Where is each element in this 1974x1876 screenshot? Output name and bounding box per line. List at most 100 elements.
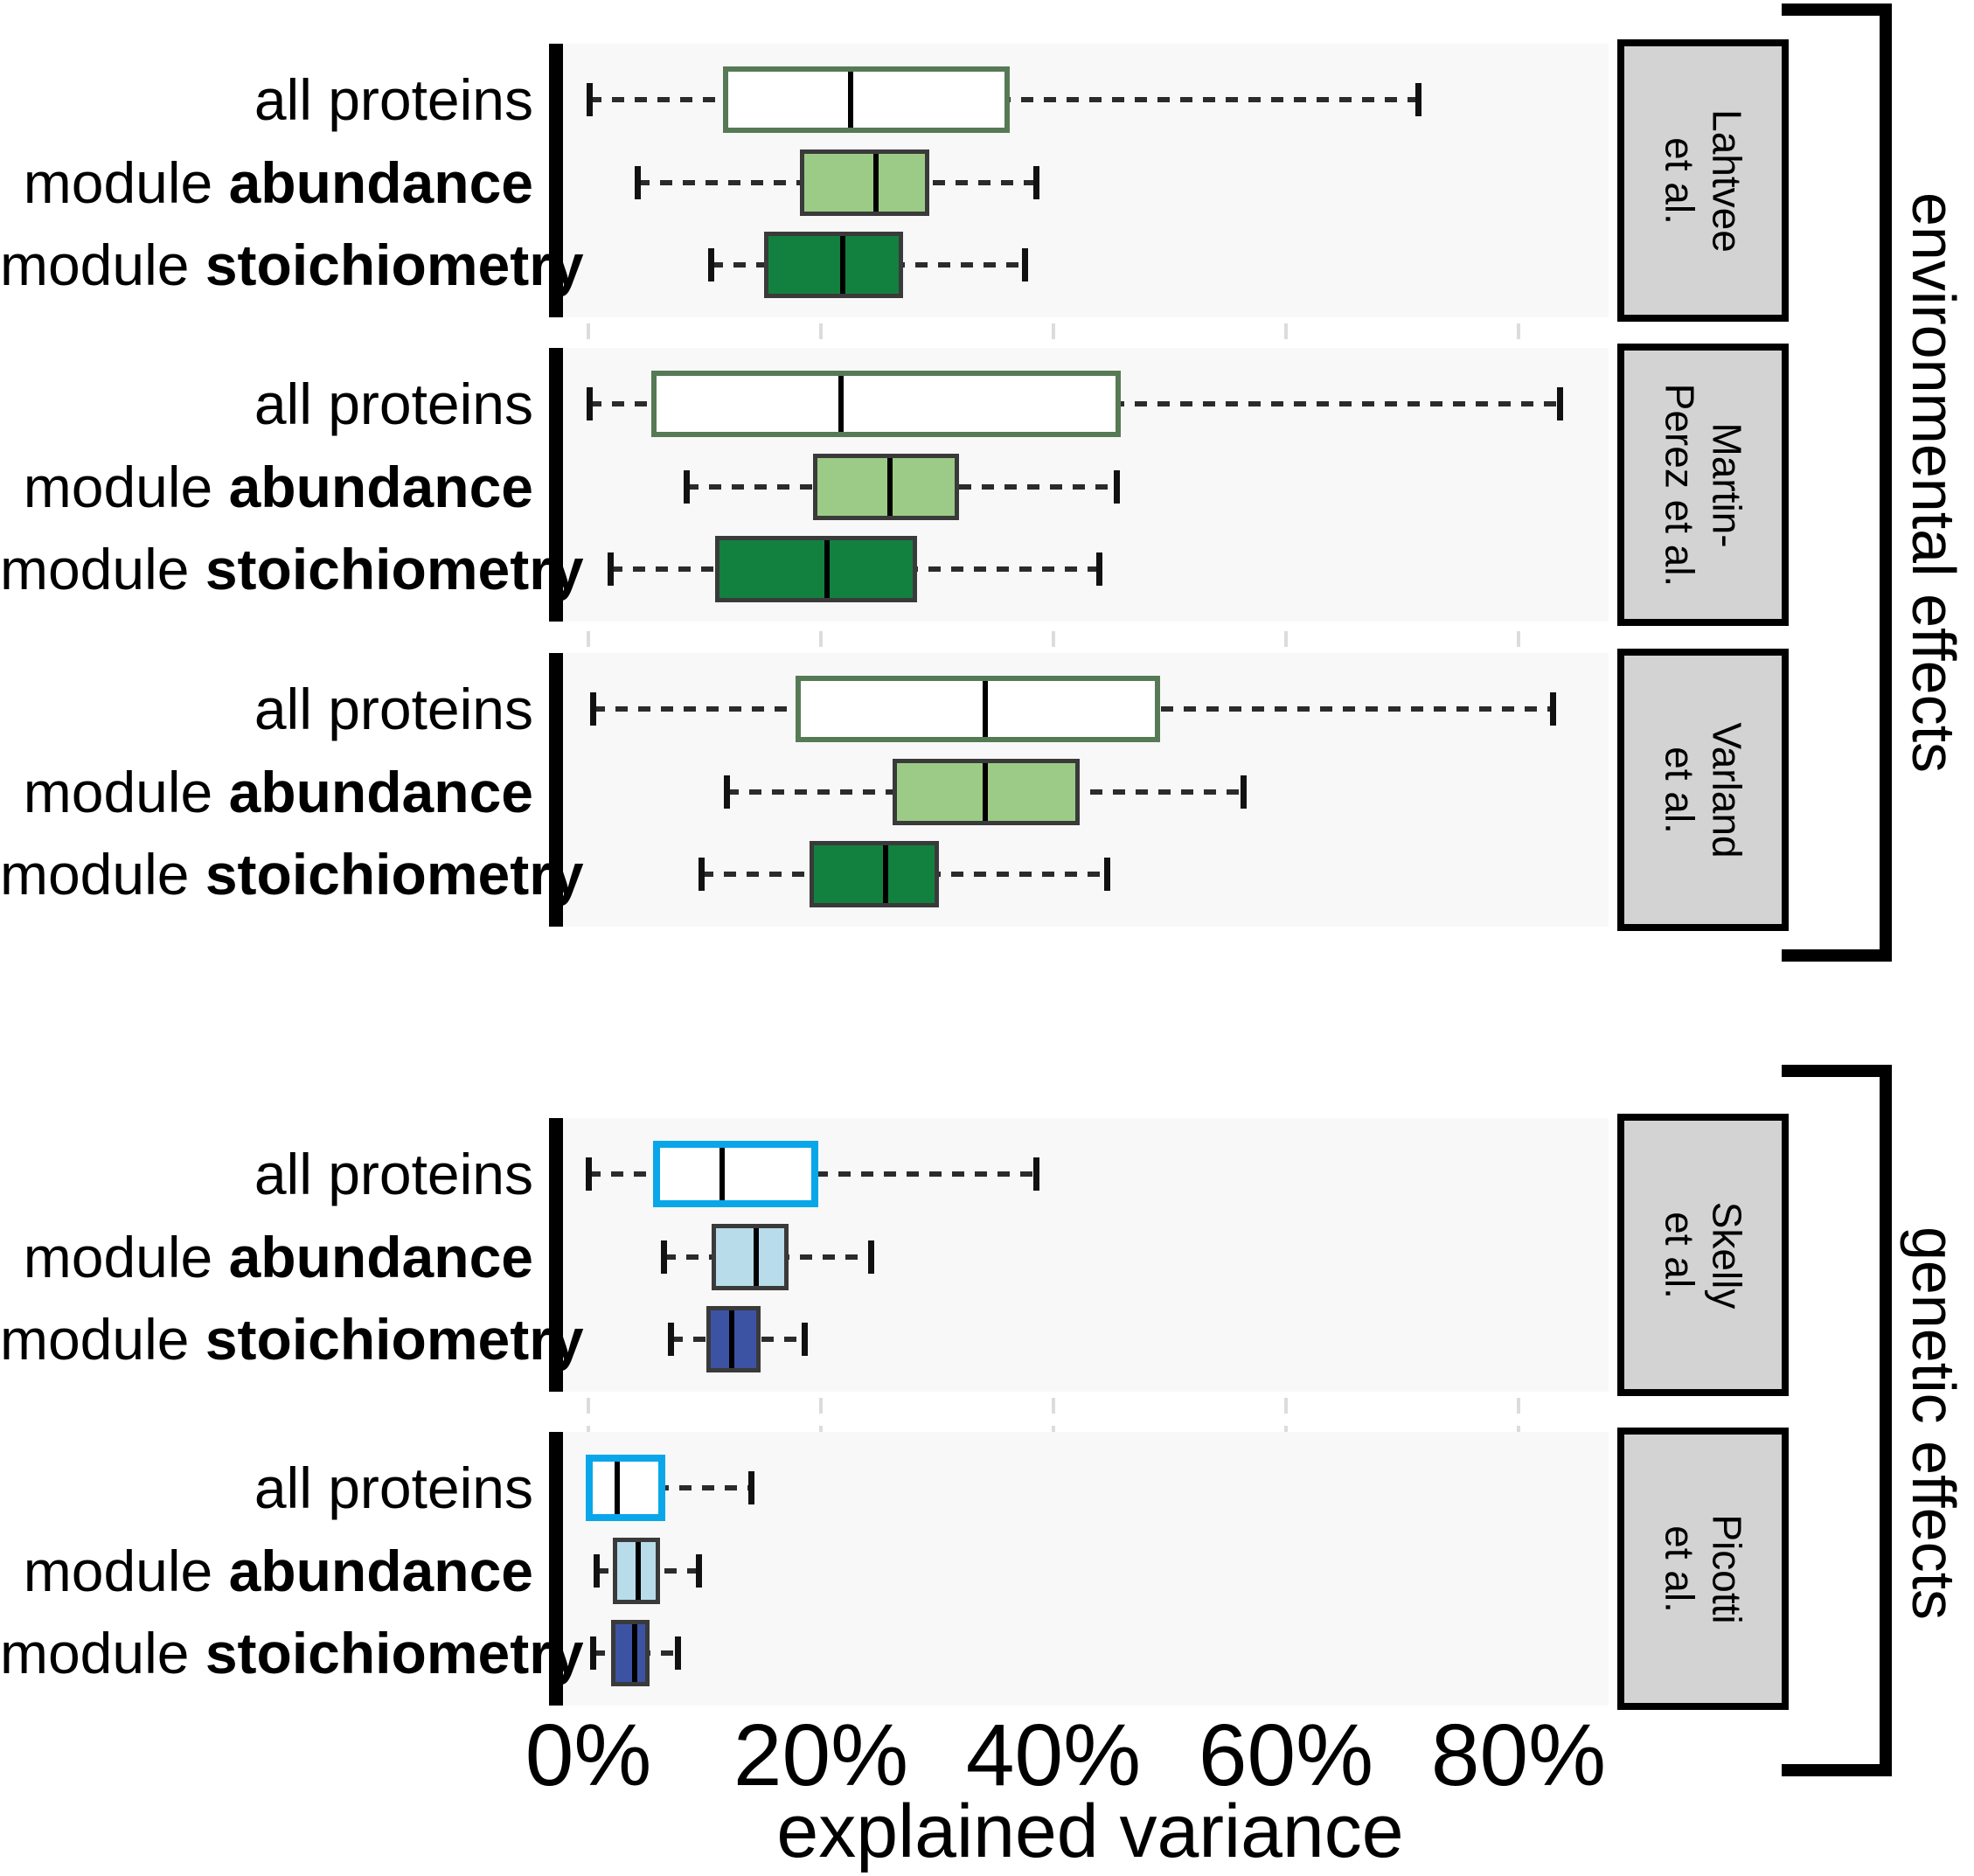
study-label: Skelly et al.	[1657, 1201, 1750, 1309]
row-label-text: all proteins	[254, 67, 533, 132]
study-label-box-1: Picotti et al.	[1617, 1428, 1789, 1710]
row-label-text: module	[23, 1539, 229, 1603]
row-label-text: all proteins	[254, 1142, 533, 1206]
section-bracket-arm-top	[1782, 1065, 1892, 1077]
section-bracket-arm-bottom	[1782, 949, 1892, 962]
whisker-cap-high	[675, 1636, 681, 1670]
row-label-text: module	[0, 1307, 205, 1372]
x-tick-label-40: 40%	[965, 1706, 1142, 1804]
whisker-cap-high	[1033, 1157, 1039, 1191]
row-label-module-stoichiometry: module stoichiometry	[0, 531, 584, 608]
box-all-proteins	[653, 1141, 818, 1207]
box-all-proteins	[723, 66, 1010, 133]
whisker-cap-high	[696, 1554, 702, 1588]
whisker-cap-high	[1241, 775, 1247, 809]
box-module-abundance	[813, 454, 959, 520]
section-label-environmental: environmental effects	[1900, 191, 1968, 774]
whisker-cap-low	[684, 470, 690, 504]
median-line	[719, 1148, 725, 1200]
section-bracket-vertical	[1880, 3, 1892, 962]
row-label-bold-text: abundance	[228, 1539, 533, 1603]
whisker-cap-low	[668, 1323, 674, 1356]
whisker-cap-high	[1033, 166, 1039, 199]
box-module-abundance	[800, 149, 929, 216]
whisker-cap-low	[708, 248, 714, 281]
whisker-cap-low	[590, 692, 596, 726]
whisker-cap-high	[1557, 387, 1563, 420]
section-bracket-arm-top	[1782, 3, 1892, 16]
row-label-text: all proteins	[254, 677, 533, 741]
row-label-bold-text: stoichiometry	[205, 233, 584, 297]
box-module-stoichiometry	[706, 1306, 761, 1372]
box-module-stoichiometry	[715, 536, 917, 602]
whisker-cap-low	[608, 552, 614, 586]
row-label-module-stoichiometry: module stoichiometry	[0, 1301, 584, 1378]
row-label-module-abundance: module abundance	[0, 144, 533, 221]
study-label-box-0: Skelly et al.	[1617, 1114, 1789, 1396]
gridline-0pct	[587, 1118, 590, 1706]
whisker-cap-high	[802, 1323, 808, 1356]
row-label-module-stoichiometry: module stoichiometry	[0, 836, 584, 913]
row-label-text: module	[23, 1225, 229, 1289]
row-label-bold-text: abundance	[228, 1225, 533, 1289]
x-tick-label-20: 20%	[733, 1706, 909, 1804]
section-bracket-vertical	[1880, 1065, 1892, 1776]
whisker-line	[588, 1485, 751, 1490]
x-axis-title: explained variance	[776, 1789, 1404, 1873]
y-axis-spine	[549, 348, 563, 622]
box-all-proteins	[586, 1455, 665, 1521]
row-label-module-abundance: module abundance	[0, 754, 533, 830]
whisker-cap-high	[1415, 83, 1421, 116]
study-label-box-0: Lahtvee et al.	[1617, 39, 1789, 322]
section-label-genetic: genetic effects	[1900, 1226, 1968, 1621]
row-label-bold-text: stoichiometry	[205, 1621, 584, 1685]
whisker-cap-low	[661, 1240, 667, 1274]
row-label-module-stoichiometry: module stoichiometry	[0, 226, 584, 303]
panel-background	[563, 1432, 1609, 1706]
row-label-bold-text: stoichiometry	[205, 1307, 584, 1372]
row-label-module-abundance: module abundance	[0, 448, 533, 525]
study-label-box-1: Martin- Perez et al.	[1617, 344, 1789, 626]
box-all-proteins	[796, 676, 1160, 742]
row-label-all-proteins: all proteins	[0, 365, 533, 442]
whisker-cap-high	[1104, 858, 1110, 891]
whisker-cap-low	[724, 775, 730, 809]
whisker-cap-high	[1114, 470, 1120, 504]
row-label-text: module	[0, 537, 205, 601]
row-label-all-proteins: all proteins	[0, 61, 533, 138]
y-axis-spine	[549, 653, 563, 927]
median-line	[873, 154, 879, 212]
box-all-proteins	[651, 371, 1121, 437]
y-axis-spine	[549, 44, 563, 317]
median-line	[883, 845, 888, 903]
row-label-module-stoichiometry: module stoichiometry	[0, 1615, 584, 1692]
x-tick-label-0: 0%	[525, 1706, 652, 1804]
median-line	[754, 1228, 759, 1286]
gridline-20pct	[819, 1118, 823, 1706]
row-label-text: module	[23, 150, 229, 215]
row-label-text: module	[23, 455, 229, 519]
study-label: Martin- Perez et al.	[1657, 383, 1750, 587]
whisker-cap-high	[1550, 692, 1556, 726]
median-line	[824, 540, 830, 598]
gridline-60pct	[1284, 1118, 1288, 1706]
study-label: Picotti et al.	[1657, 1513, 1750, 1624]
row-label-module-abundance: module abundance	[0, 1219, 533, 1296]
median-line	[838, 376, 844, 432]
y-axis-spine	[549, 1118, 563, 1392]
row-label-module-abundance: module abundance	[0, 1532, 533, 1609]
row-label-text: module	[0, 233, 205, 297]
box-module-stoichiometry	[611, 1620, 650, 1686]
median-line	[636, 1542, 641, 1600]
whisker-cap-high	[748, 1471, 754, 1504]
section-bracket-arm-bottom	[1782, 1764, 1892, 1776]
box-module-abundance	[613, 1538, 660, 1604]
whisker-cap-high	[1022, 248, 1028, 281]
row-label-text: module	[23, 760, 229, 824]
row-label-text: all proteins	[254, 1456, 533, 1520]
whisker-cap-low	[587, 83, 593, 116]
box-module-stoichiometry	[764, 232, 903, 298]
x-tick-label-80: 80%	[1430, 1706, 1607, 1804]
row-label-text: module	[0, 1621, 205, 1685]
